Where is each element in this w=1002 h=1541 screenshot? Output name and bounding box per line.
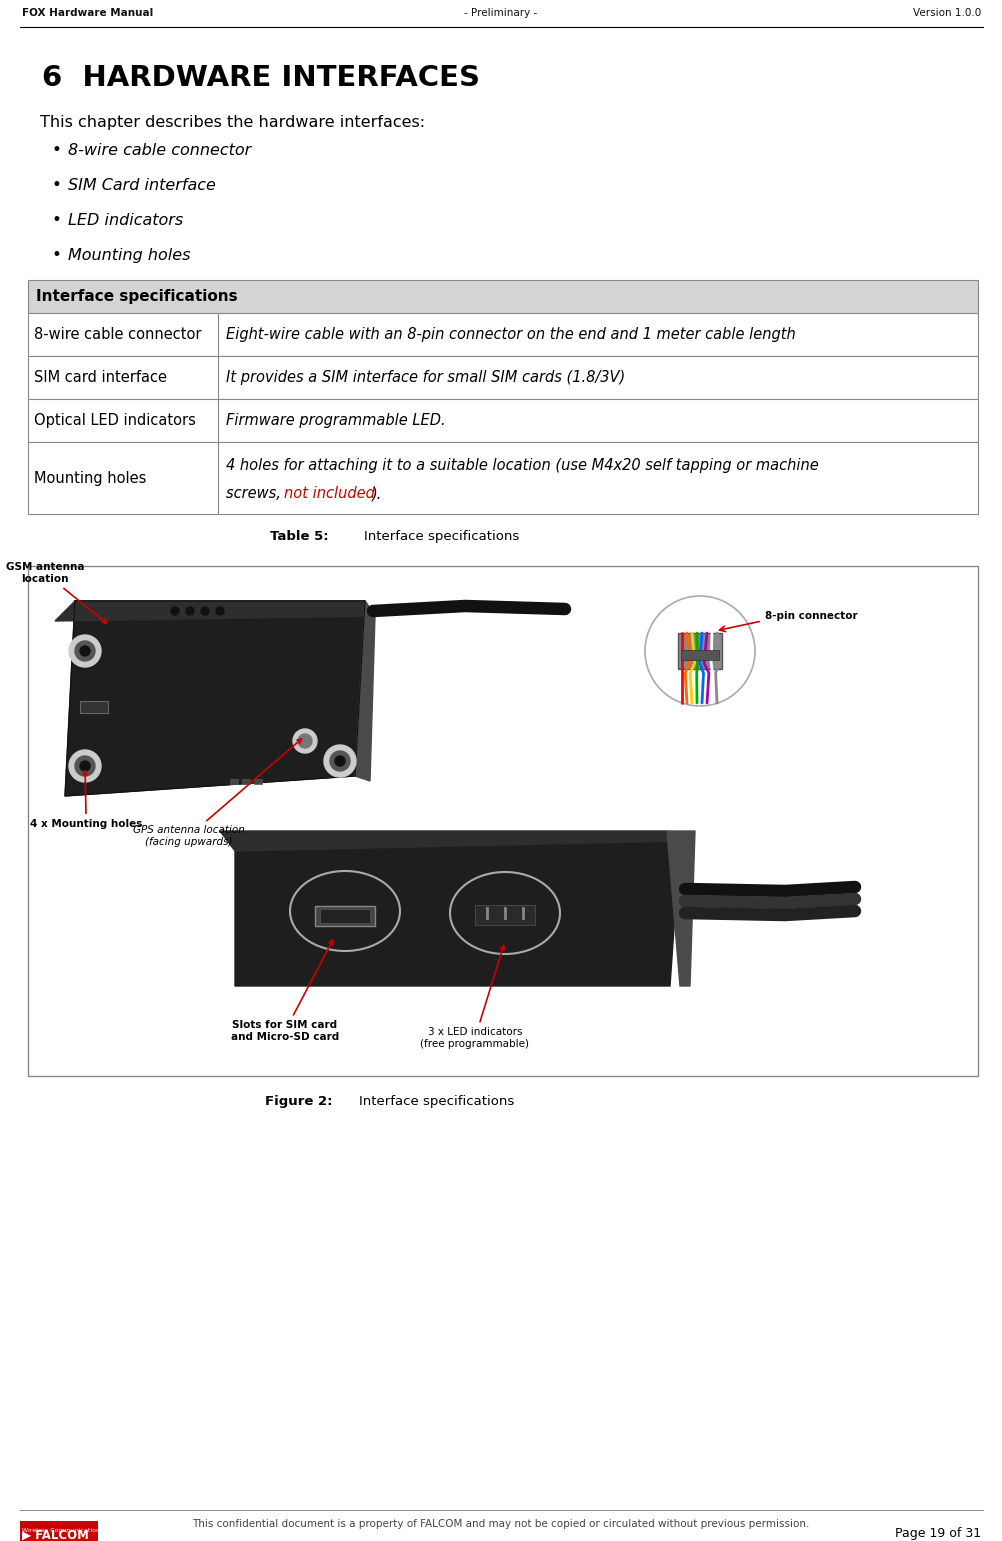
Text: 8-wire cable connector: 8-wire cable connector	[68, 142, 250, 157]
Circle shape	[335, 757, 345, 766]
Text: Slots for SIM card
and Micro-SD card: Slots for SIM card and Micro-SD card	[230, 940, 339, 1042]
Text: Page 19 of 31: Page 19 of 31	[894, 1527, 980, 1539]
Circle shape	[80, 761, 90, 770]
Text: Firmware programmable LED.: Firmware programmable LED.	[225, 413, 445, 428]
Text: LED indicators: LED indicators	[68, 213, 183, 228]
Text: GSM antenna
location: GSM antenna location	[6, 562, 106, 623]
Bar	[28, 280, 977, 313]
Text: Optical LED indicators: Optical LED indicators	[34, 413, 195, 428]
Text: This confidential document is a property of FALCOM and may not be copied or circ: This confidential document is a property…	[192, 1519, 809, 1529]
Circle shape	[69, 635, 101, 667]
Text: FOX Hardware Manual: FOX Hardware Manual	[22, 8, 153, 18]
Circle shape	[293, 729, 317, 754]
Polygon shape	[666, 831, 694, 986]
Text: Interface specifications: Interface specifications	[325, 1094, 514, 1108]
Text: - Preliminary -: - Preliminary -	[464, 8, 537, 18]
Circle shape	[80, 646, 90, 656]
Text: GPS antenna location
(facing upwards): GPS antenna location (facing upwards)	[133, 740, 302, 848]
Bar	[241, 780, 249, 784]
Bar	[20, 1521, 98, 1541]
Polygon shape	[55, 601, 375, 621]
Text: SIM Card interface: SIM Card interface	[68, 177, 215, 193]
Text: Figure 2:: Figure 2:	[265, 1094, 333, 1108]
Text: 4 x Mounting holes: 4 x Mounting holes	[30, 770, 142, 829]
Polygon shape	[234, 841, 679, 986]
Circle shape	[69, 750, 101, 781]
Text: •: •	[52, 247, 62, 264]
Circle shape	[324, 744, 356, 777]
Text: 8-pin connector: 8-pin connector	[765, 610, 857, 621]
Text: Version 1.0.0: Version 1.0.0	[912, 8, 980, 18]
Text: not included: not included	[284, 487, 374, 501]
Circle shape	[75, 757, 95, 777]
Circle shape	[215, 607, 223, 615]
Text: ).: ).	[371, 487, 382, 501]
Bar	[28, 566, 977, 1076]
Text: 6  HARDWARE INTERFACES: 6 HARDWARE INTERFACES	[42, 65, 480, 92]
Text: ▶ FALCOM: ▶ FALCOM	[22, 1529, 89, 1541]
Text: screws,: screws,	[225, 487, 286, 501]
Text: 3 x LED indicators
(free programmable): 3 x LED indicators (free programmable)	[420, 946, 529, 1049]
Bar	[254, 780, 262, 784]
Text: Interface specifications: Interface specifications	[36, 290, 237, 304]
Circle shape	[330, 750, 350, 770]
Text: SIM card interface: SIM card interface	[34, 370, 167, 385]
Text: Mounting holes: Mounting holes	[68, 248, 190, 262]
Text: 4 holes for attaching it to a suitable location (use M4x20 self tapping or machi: 4 holes for attaching it to a suitable l…	[225, 458, 818, 473]
Circle shape	[185, 607, 193, 615]
Bar	[28, 442, 977, 515]
Bar	[315, 906, 375, 926]
Text: Table 5:: Table 5:	[270, 530, 329, 542]
Text: 8-wire cable connector: 8-wire cable connector	[34, 327, 201, 342]
Polygon shape	[355, 601, 375, 781]
Bar	[680, 650, 718, 660]
Bar	[28, 313, 977, 356]
Text: Eight-wire cable with an 8-pin connector on the end and 1 meter cable length: Eight-wire cable with an 8-pin connector…	[225, 327, 795, 342]
Text: •: •	[52, 176, 62, 194]
Circle shape	[170, 607, 178, 615]
Text: Wireless Communications GmbH: Wireless Communications GmbH	[22, 1527, 125, 1532]
Polygon shape	[65, 601, 365, 797]
Bar	[475, 905, 534, 925]
Bar	[677, 633, 721, 669]
Text: Mounting holes: Mounting holes	[34, 470, 146, 485]
Text: Interface specifications: Interface specifications	[330, 530, 519, 542]
Text: This chapter describes the hardware interfaces:: This chapter describes the hardware inte…	[40, 114, 425, 129]
Polygon shape	[219, 831, 679, 851]
Text: •: •	[52, 140, 62, 159]
Bar	[28, 356, 977, 399]
Circle shape	[200, 607, 208, 615]
Circle shape	[75, 641, 95, 661]
Bar	[229, 780, 237, 784]
Bar	[28, 399, 977, 442]
Bar	[320, 909, 370, 923]
Text: •: •	[52, 211, 62, 230]
Circle shape	[298, 734, 312, 747]
Text: It provides a SIM interface for small SIM cards (1.8/3V): It provides a SIM interface for small SI…	[225, 370, 624, 385]
Bar	[80, 701, 108, 713]
